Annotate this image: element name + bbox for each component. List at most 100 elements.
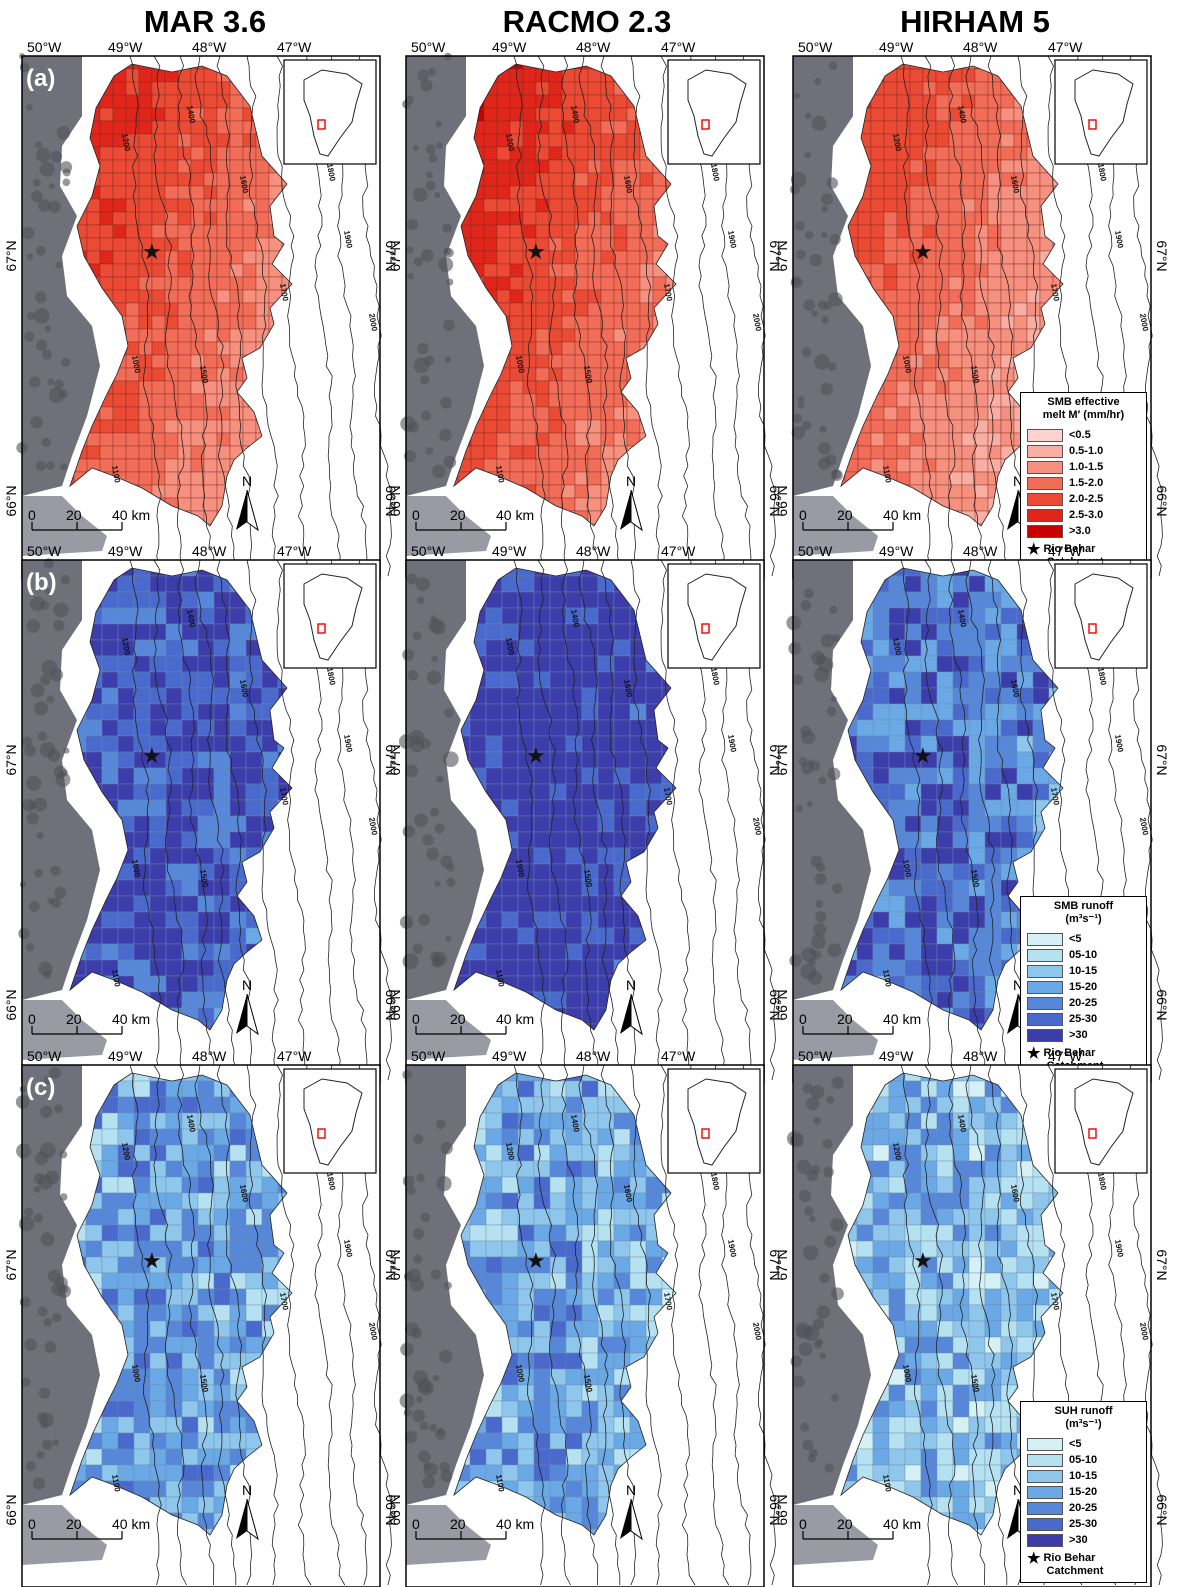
greenland-inset [1055,1069,1147,1173]
svg-text:50°W: 50°W [411,543,446,559]
svg-text:48°W: 48°W [963,39,998,55]
svg-text:67°N: 67°N [3,240,19,271]
map-svg: 1100120014001000150016001700180019002000… [22,1065,380,1587]
svg-text:66°N: 66°N [3,989,19,1020]
legend-title: SUH runoff(m³s⁻¹) [1021,1405,1146,1431]
svg-text:66°N: 66°N [774,485,790,516]
svg-text:66°N: 66°N [387,989,403,1020]
legend-item: >3.0 [1021,523,1146,539]
legend-item: 05-10 [1021,947,1146,963]
legend-item: 10-15 [1021,1468,1146,1484]
svg-text:40 km: 40 km [112,1011,150,1027]
svg-text:47°W: 47°W [661,543,696,559]
greenland-inset [284,60,376,164]
legend-item: <5 [1021,1436,1146,1452]
panel-letter: (a) [26,65,55,92]
legend-item: 1.0-1.5 [1021,459,1146,475]
svg-text:48°W: 48°W [192,39,227,55]
svg-text:0: 0 [28,507,36,523]
legend-title: SMB runoff(m³s⁻¹) [1021,900,1146,926]
legend-item: <0.5 [1021,427,1146,443]
panel-letter: (b) [26,569,57,596]
map-svg: 1100120014001000150016001700180019002000… [22,560,380,1082]
greenland-inset [1055,564,1147,668]
svg-text:N: N [242,977,252,993]
greenland-inset [668,1069,760,1173]
rio-behar-star: ★ [526,1249,546,1274]
greenland-inset [284,1069,376,1173]
rio-behar-star: ★ [913,744,933,769]
svg-text:0: 0 [412,1011,420,1027]
svg-text:40 km: 40 km [883,507,921,523]
rio-behar-star: ★ [142,1249,162,1274]
rio-behar-star: ★ [526,744,546,769]
svg-text:49°W: 49°W [108,543,143,559]
title-hirham: HIRHAM 5 [790,4,1160,40]
legend-item: 05-10 [1021,1452,1146,1468]
svg-text:N: N [242,473,252,489]
rio-behar-star: ★ [142,744,162,769]
map-svg: 1100120014001000150016001700180019002000… [406,1065,764,1587]
legend-item: 25-30 [1021,1011,1146,1027]
svg-text:50°W: 50°W [27,543,62,559]
svg-text:47°W: 47°W [1048,39,1083,55]
svg-text:67°N: 67°N [387,744,403,775]
legend-item: 10-15 [1021,963,1146,979]
svg-text:49°W: 49°W [108,39,143,55]
map-svg: 1100120014001000150016001700180019002000… [406,560,764,1082]
svg-text:47°W: 47°W [277,39,312,55]
rio-behar-star: ★ [913,1249,933,1274]
title-racmo: RACMO 2.3 [402,4,772,40]
svg-text:49°W: 49°W [492,543,527,559]
svg-text:40 km: 40 km [496,1011,534,1027]
title-mar: MAR 3.6 [20,4,390,40]
map-svg: 1100120014001000150016001700180019002000… [22,56,380,578]
legend-item: 0.5-1.0 [1021,443,1146,459]
svg-text:66°N: 66°N [3,485,19,516]
legend-item: 15-20 [1021,1484,1146,1500]
svg-text:48°W: 48°W [576,543,611,559]
svg-text:47°W: 47°W [661,39,696,55]
svg-text:40 km: 40 km [496,507,534,523]
legend-item: 15-20 [1021,979,1146,995]
svg-text:20: 20 [450,1011,466,1027]
svg-text:0: 0 [412,507,420,523]
rio-behar-star: ★ [526,240,546,265]
panel-letter: (c) [26,1074,55,1101]
svg-text:67°N: 67°N [3,744,19,775]
svg-text:40 km: 40 km [112,507,150,523]
legend-item: 25-30 [1021,1516,1146,1532]
svg-text:67°N: 67°N [1154,240,1170,271]
rio-behar-star: ★ [913,240,933,265]
svg-text:20: 20 [66,507,82,523]
svg-text:50°W: 50°W [798,39,833,55]
greenland-inset [668,564,760,668]
svg-text:66°N: 66°N [387,485,403,516]
legend-item: 1.5-2.0 [1021,475,1146,491]
svg-text:N: N [626,977,636,993]
svg-text:50°W: 50°W [27,39,62,55]
rio-behar-star: ★ [142,240,162,265]
svg-text:66°N: 66°N [1154,485,1170,516]
legend-item: 20-25 [1021,1500,1146,1516]
svg-text:20: 20 [450,507,466,523]
svg-text:N: N [626,473,636,489]
svg-text:0: 0 [799,507,807,523]
svg-text:48°W: 48°W [192,543,227,559]
legend-star-item: ★Rio Behar Catchment [1021,1552,1146,1578]
greenland-inset [284,564,376,668]
svg-text:49°W: 49°W [879,39,914,55]
legend-item: <5 [1021,931,1146,947]
legend-item: 20-25 [1021,995,1146,1011]
